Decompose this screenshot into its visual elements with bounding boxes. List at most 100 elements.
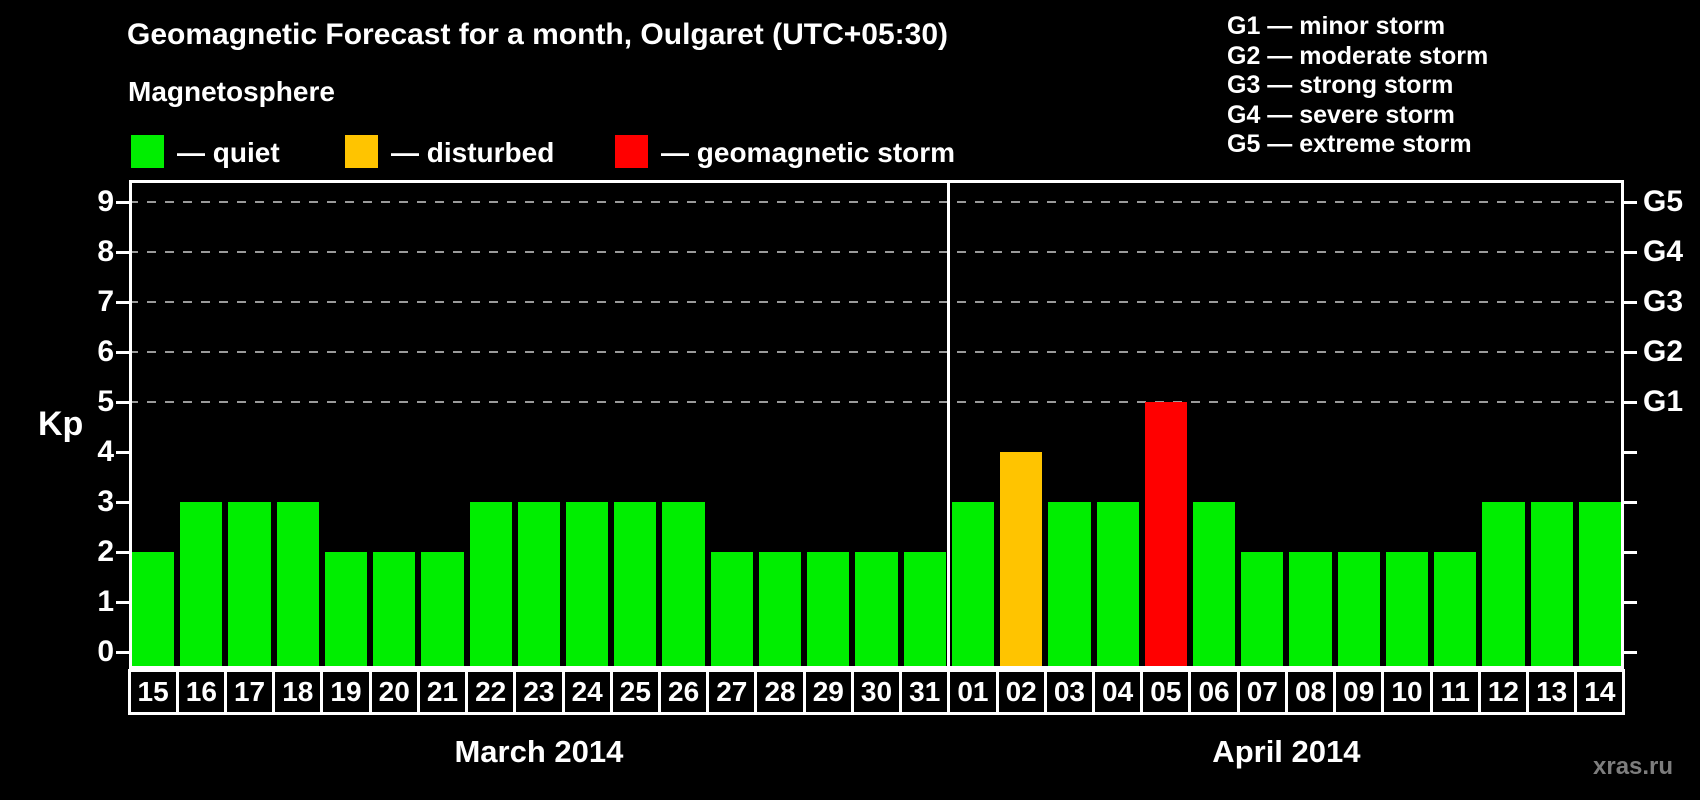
kp-bar xyxy=(614,502,657,669)
legend-swatch-quiet xyxy=(131,135,164,168)
date-cell: 16 xyxy=(175,669,227,715)
date-cell: 02 xyxy=(995,669,1047,715)
date-cell: 15 xyxy=(127,669,179,715)
kp-bar xyxy=(1482,502,1525,669)
kp-bar xyxy=(951,502,995,669)
legend-swatch-disturbed xyxy=(345,135,378,168)
watermark: xras.ru xyxy=(1593,753,1674,780)
kp-bar xyxy=(517,502,561,669)
kp-bar xyxy=(855,552,898,669)
gridline-kp8 xyxy=(129,251,1624,253)
month-divider xyxy=(947,180,951,669)
kp-bar xyxy=(421,552,464,669)
y-axis-tick-label: 4 xyxy=(97,435,114,468)
date-cell: 24 xyxy=(561,669,613,715)
right-axis-tick xyxy=(1624,300,1637,304)
right-axis-tick xyxy=(1624,450,1637,454)
date-cell: 25 xyxy=(609,669,661,715)
right-axis-tick xyxy=(1624,650,1637,654)
g-scale-legend-item: G5 — extreme storm xyxy=(1227,130,1472,158)
chart-title: Geomagnetic Forecast for a month, Oulgar… xyxy=(127,18,949,51)
y-axis-tick-label: 3 xyxy=(97,485,114,518)
magnetosphere-legend-heading: Magnetosphere xyxy=(128,76,335,107)
right-axis-label-g5: G5 xyxy=(1643,185,1684,218)
kp-bar xyxy=(1337,552,1380,669)
gridline-kp5 xyxy=(129,401,1624,403)
kp-bar xyxy=(1048,502,1091,669)
date-cell: 30 xyxy=(850,669,903,715)
y-axis-tick-label: 9 xyxy=(97,185,114,218)
date-cell: 07 xyxy=(1236,669,1288,715)
y-axis-tick-label: 1 xyxy=(97,585,114,618)
date-cell: 03 xyxy=(1043,669,1095,715)
right-axis-tick xyxy=(1624,350,1637,354)
date-cell: 28 xyxy=(754,669,806,715)
right-axis-label-g4: G4 xyxy=(1643,235,1684,268)
g-scale-legend: G1 — minor storm G2 — moderate storm G3 — … xyxy=(1227,12,1488,160)
date-cell: 29 xyxy=(802,669,854,715)
date-cell: 26 xyxy=(657,669,710,715)
y-axis-tick-label: 8 xyxy=(97,235,114,268)
right-axis-tick xyxy=(1624,600,1637,604)
date-cell: 10 xyxy=(1381,669,1433,715)
kp-bar xyxy=(1434,552,1477,669)
right-axis-tick xyxy=(1624,500,1637,504)
gridline-kp9 xyxy=(129,201,1624,203)
g-scale-legend-item: G3 — strong storm xyxy=(1227,71,1454,99)
y-axis-tick-label: 2 xyxy=(97,535,114,568)
kp-bar xyxy=(1000,452,1043,669)
left-axis-tick xyxy=(116,250,129,254)
kp-bar xyxy=(324,552,368,669)
date-cell: 11 xyxy=(1429,669,1481,715)
date-cell: 08 xyxy=(1284,669,1337,715)
kp-bar xyxy=(807,552,850,669)
left-axis-tick xyxy=(116,600,129,604)
kp-bar xyxy=(469,502,512,669)
y-axis-tick-label: 5 xyxy=(97,385,114,418)
date-cell: 27 xyxy=(706,669,758,715)
kp-bar xyxy=(1096,502,1139,669)
date-cell: 04 xyxy=(1092,669,1144,715)
y-axis-tick-label: 6 xyxy=(97,335,114,368)
kp-bar xyxy=(180,502,223,669)
gridline-kp6 xyxy=(129,351,1624,353)
plot-area xyxy=(129,180,1624,669)
y-axis-title: Kp xyxy=(38,405,84,443)
kp-bar xyxy=(566,502,609,669)
legend-label-disturbed: — disturbed xyxy=(391,137,555,168)
g-scale-legend-item: G4 — severe storm xyxy=(1227,100,1455,129)
month-label: March 2014 xyxy=(454,734,624,769)
date-cell: 13 xyxy=(1526,669,1578,715)
left-axis-tick xyxy=(116,450,129,454)
date-cell: 31 xyxy=(899,669,951,715)
left-axis-tick xyxy=(116,350,129,354)
date-cell: 22 xyxy=(465,669,517,715)
right-axis-tick xyxy=(1624,400,1637,404)
date-cell: 12 xyxy=(1477,669,1530,715)
date-cell: 17 xyxy=(223,669,276,715)
right-axis-label-g1: G1 xyxy=(1643,385,1684,418)
kp-bar xyxy=(903,552,946,669)
y-axis-tick-label: 7 xyxy=(97,285,114,318)
legend-label-quiet: — quiet xyxy=(177,137,280,168)
kp-bar xyxy=(758,552,802,669)
kp-bar xyxy=(1578,502,1621,669)
kp-bar xyxy=(662,502,705,669)
kp-bar xyxy=(132,552,175,669)
kp-bar xyxy=(1385,552,1429,669)
left-axis-tick xyxy=(116,650,129,654)
date-cell: 14 xyxy=(1574,669,1626,715)
y-axis-tick-label: 0 xyxy=(97,635,114,668)
gridline-kp7 xyxy=(129,301,1624,303)
g-scale-legend-item: G1 — minor storm xyxy=(1227,12,1446,40)
date-cell: 19 xyxy=(320,669,372,715)
right-axis-label-g3: G3 xyxy=(1643,285,1684,318)
left-axis-tick xyxy=(116,400,129,404)
legend-swatch-geomagnetic-storm xyxy=(615,135,648,168)
kp-bar xyxy=(710,552,753,669)
left-axis-tick xyxy=(116,300,129,304)
g-scale-legend-item: G2 — moderate storm xyxy=(1227,41,1489,70)
kp-bar xyxy=(1241,552,1284,669)
date-cell: 06 xyxy=(1188,669,1240,715)
